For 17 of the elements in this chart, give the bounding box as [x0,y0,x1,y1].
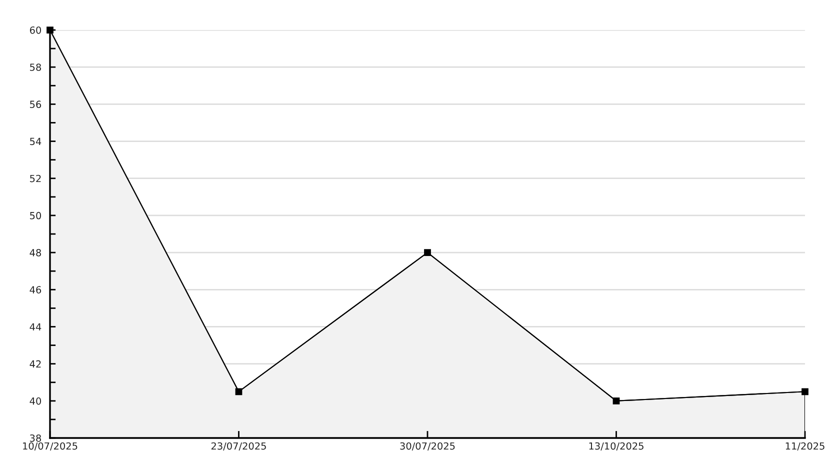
x-tick-label: 13/10/2025 [589,442,644,450]
y-tick-label: 58 [30,64,41,71]
y-tick-label: 52 [30,174,41,182]
y-tick-label: 50 [30,212,42,220]
x-tick-label: 23/07/2025 [211,442,266,450]
x-tick-label: 11/2025 [786,442,824,450]
y-tick-label: 56 [30,100,42,108]
y-tick-label: 38 [30,434,41,442]
y-tick-label: 44 [30,323,42,330]
y-tick-label: 40 [30,397,42,405]
y-tick-label: 48 [30,249,41,256]
x-tick-label: 10/07/2025 [23,442,78,450]
y-tick-label: 46 [30,286,42,294]
y-tick-label: 54 [30,138,42,146]
x-tick-label: 30/07/2025 [400,442,455,450]
y-tick-label: 42 [30,360,41,368]
y-tick-label: 60 [30,26,42,34]
